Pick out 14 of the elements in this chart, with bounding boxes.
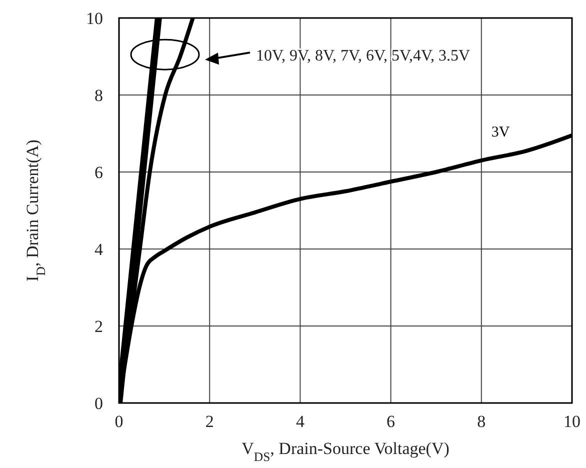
x-axis-title: V$_{DS}$, Drain-Source Voltage(V) xyxy=(242,439,450,464)
x-tick-label: 6 xyxy=(386,412,396,431)
x-tick-label: 8 xyxy=(477,412,486,431)
series-label: 3V xyxy=(491,124,510,140)
y-tick-label: 2 xyxy=(94,317,103,336)
x-tick-label: 10 xyxy=(564,412,580,431)
y-tick-label: 0 xyxy=(94,394,103,413)
x-tick-label: 4 xyxy=(296,412,305,431)
y-tick-label: 6 xyxy=(94,163,103,182)
y-tick-label: 4 xyxy=(94,240,104,259)
y-tick-label: 10 xyxy=(86,9,103,28)
x-tick-label: 0 xyxy=(114,412,124,431)
x-tick-label: 2 xyxy=(205,412,214,431)
y-tick-label: 8 xyxy=(94,86,103,105)
